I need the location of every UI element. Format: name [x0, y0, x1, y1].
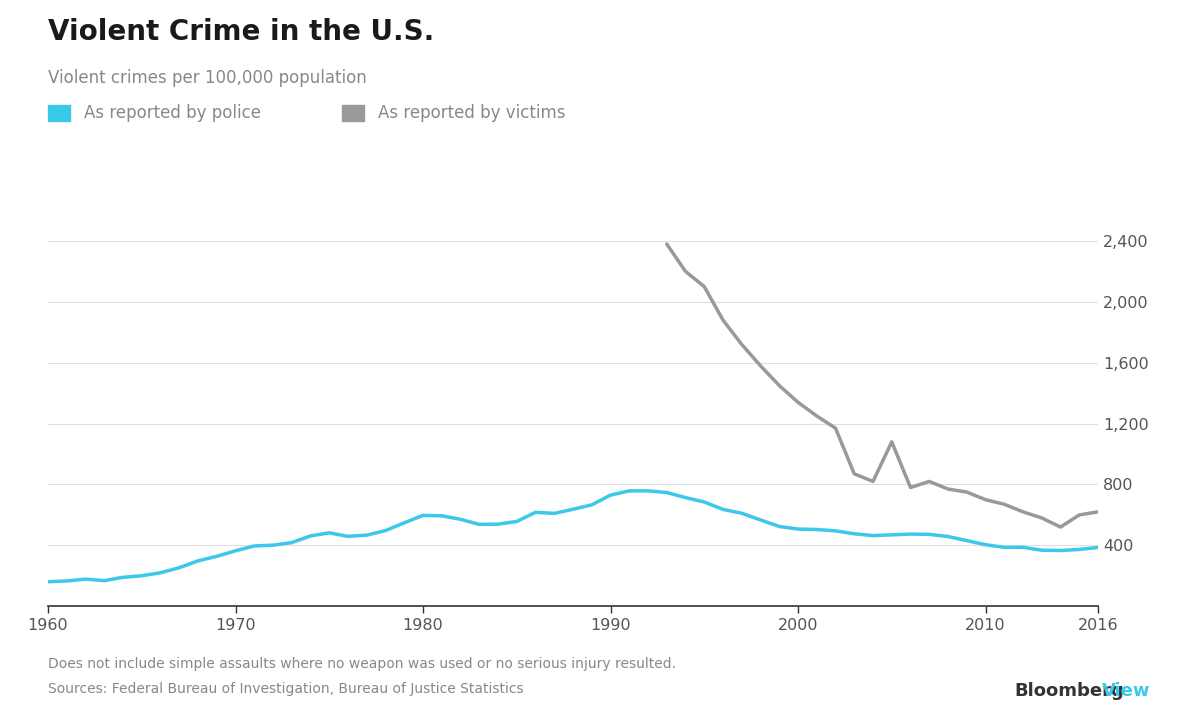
- Text: View: View: [1102, 682, 1150, 701]
- Text: As reported by victims: As reported by victims: [378, 104, 565, 121]
- Text: Sources: Federal Bureau of Investigation, Bureau of Justice Statistics: Sources: Federal Bureau of Investigation…: [48, 682, 523, 696]
- Text: Does not include simple assaults where no weapon was used or no serious injury r: Does not include simple assaults where n…: [48, 657, 676, 671]
- Text: Violent Crime in the U.S.: Violent Crime in the U.S.: [48, 18, 434, 46]
- Text: Bloomberg: Bloomberg: [1014, 682, 1123, 701]
- Text: As reported by police: As reported by police: [84, 104, 262, 121]
- Text: Violent crimes per 100,000 population: Violent crimes per 100,000 population: [48, 69, 367, 87]
